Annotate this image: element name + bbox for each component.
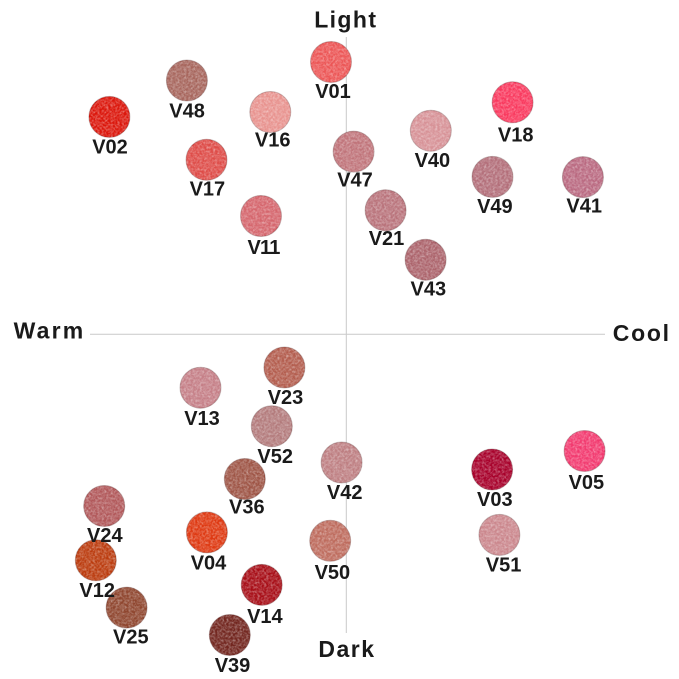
svg-text:V48: V48: [169, 100, 205, 122]
svg-text:V47: V47: [337, 170, 373, 192]
svg-text:V12: V12: [79, 580, 115, 602]
svg-text:V41: V41: [566, 196, 602, 218]
svg-text:V21: V21: [369, 228, 405, 250]
svg-text:V16: V16: [255, 130, 291, 152]
svg-text:V42: V42: [327, 482, 363, 504]
svg-text:V51: V51: [486, 554, 522, 576]
svg-text:V04: V04: [191, 553, 227, 575]
svg-text:V40: V40: [415, 150, 451, 172]
svg-text:V18: V18: [498, 124, 534, 146]
svg-text:V03: V03: [477, 489, 513, 511]
svg-text:V49: V49: [477, 196, 513, 218]
svg-text:V17: V17: [190, 178, 226, 200]
svg-text:V02: V02: [92, 137, 128, 159]
svg-text:V11: V11: [247, 237, 280, 259]
svg-text:V05: V05: [569, 472, 605, 494]
svg-text:V50: V50: [315, 562, 351, 584]
svg-text:V43: V43: [411, 278, 447, 300]
svg-text:Cool: Cool: [613, 320, 671, 346]
svg-text:V24: V24: [87, 525, 123, 547]
svg-text:V25: V25: [113, 626, 149, 648]
svg-text:V13: V13: [184, 408, 220, 430]
svg-text:V36: V36: [229, 496, 265, 518]
svg-text:Warm: Warm: [14, 318, 86, 344]
svg-text:V01: V01: [315, 81, 351, 103]
svg-text:V52: V52: [257, 446, 293, 468]
svg-text:Dark: Dark: [318, 636, 375, 662]
svg-text:V23: V23: [268, 387, 304, 409]
svg-text:V14: V14: [247, 606, 283, 628]
svg-text:V39: V39: [215, 655, 251, 677]
svg-text:Light: Light: [314, 7, 377, 33]
